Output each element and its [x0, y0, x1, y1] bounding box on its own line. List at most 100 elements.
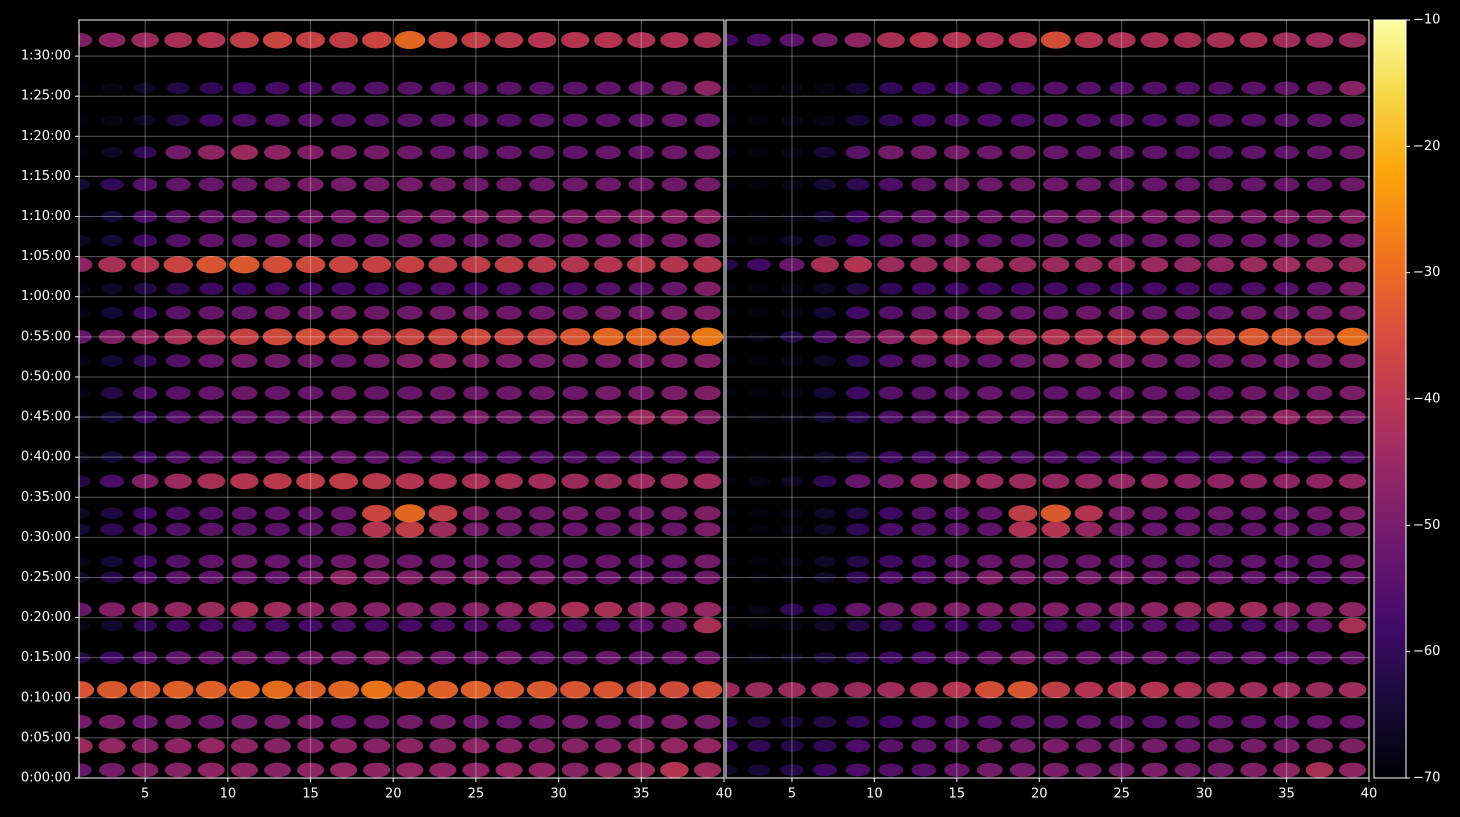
heat-cell [595, 233, 622, 248]
heat-cell [496, 145, 522, 160]
heat-cell [562, 506, 589, 521]
heat-cell [493, 680, 525, 699]
heat-cell [628, 113, 654, 127]
heat-cell [330, 450, 357, 464]
heat-cell [463, 554, 489, 569]
heat-cell [1010, 715, 1036, 729]
heat-cell [297, 353, 324, 368]
heat-cell [264, 506, 291, 521]
heat-cell [165, 209, 191, 224]
heat-cell [231, 570, 258, 585]
heat-cell [131, 32, 159, 48]
heat-cell [1175, 619, 1200, 632]
heat-cell [1075, 209, 1102, 224]
heat-cell [660, 602, 688, 617]
colorbar-tick-label: −60 [1413, 644, 1440, 659]
heat-cell [361, 504, 392, 522]
heat-cell [562, 233, 589, 248]
heat-cell [100, 307, 124, 319]
heat-cell [1274, 113, 1300, 127]
heat-cell [165, 570, 191, 585]
heat-cell [297, 762, 325, 778]
heat-cell [263, 473, 292, 490]
heat-cell [462, 762, 490, 778]
heat-cell [1174, 386, 1201, 400]
heat-cell [1140, 32, 1169, 48]
heat-cell [1075, 762, 1102, 777]
heat-cell [100, 523, 124, 536]
heat-cell [1306, 522, 1333, 537]
heat-cell [496, 177, 522, 192]
heat-cell [1240, 506, 1267, 521]
heat-cell [911, 570, 937, 584]
heat-cell [1141, 386, 1168, 400]
heat-cell [562, 282, 588, 296]
heat-cell [1241, 450, 1266, 464]
heat-cell [495, 410, 523, 425]
heat-cell [879, 114, 903, 127]
heat-cell [429, 177, 456, 192]
heat-cell [397, 113, 423, 127]
heat-cell [909, 32, 939, 49]
heat-cell [1240, 554, 1267, 569]
heat-cell [1109, 282, 1134, 295]
heat-cell [846, 354, 870, 367]
heat-cell [911, 739, 937, 753]
heat-cell [396, 353, 424, 369]
heat-cell [781, 556, 803, 567]
heat-cell [1240, 209, 1267, 224]
heat-cell [846, 411, 870, 424]
heat-cell [1107, 257, 1136, 273]
heat-cell [1141, 650, 1168, 665]
heat-cell [363, 145, 390, 160]
heat-cell [1174, 209, 1201, 224]
heat-cell [1207, 762, 1234, 777]
heat-cell [976, 602, 1004, 617]
heat-cell [944, 113, 970, 127]
heat-cell [1109, 233, 1135, 248]
heat-cell [977, 650, 1003, 665]
heat-cell [1338, 473, 1367, 489]
heat-cell [1304, 328, 1335, 346]
heat-cell [197, 601, 226, 618]
heat-cell [264, 209, 291, 224]
heat-cell [661, 353, 688, 368]
y-tick-label: 0:40:00 [21, 450, 71, 465]
heat-cell [132, 651, 158, 665]
heat-cell [494, 31, 524, 49]
heat-cell [1273, 738, 1300, 754]
heat-cell [1010, 282, 1035, 295]
heat-cell [977, 522, 1003, 537]
heat-cell [977, 386, 1003, 400]
heat-cell [133, 234, 158, 247]
heat-cell [297, 386, 324, 400]
heat-cell [395, 521, 425, 538]
heat-cell [726, 235, 737, 246]
heat-cell [1306, 715, 1333, 729]
heat-cell [781, 115, 803, 126]
heat-cell [1043, 715, 1069, 729]
heat-cell [1040, 504, 1071, 523]
heat-cell [942, 32, 971, 49]
heat-cell [1305, 762, 1334, 778]
heat-cell [1240, 738, 1267, 753]
heat-cell [462, 209, 490, 224]
heat-cell [527, 256, 557, 273]
heat-cell [661, 650, 688, 665]
heat-cell [1338, 32, 1367, 48]
heat-cell [1207, 177, 1234, 192]
heat-cell [262, 31, 293, 49]
heat-cell [626, 681, 657, 699]
heat-cell [397, 233, 423, 248]
heat-cell [1339, 353, 1366, 368]
heat-cell [328, 328, 359, 346]
heat-cell [1075, 554, 1102, 569]
heat-cell [628, 177, 655, 192]
heat-cell [1140, 257, 1169, 273]
heat-cell [1306, 618, 1333, 633]
heat-cell [1009, 209, 1036, 224]
heat-cell [1075, 386, 1102, 400]
heat-cell [1141, 353, 1168, 368]
heat-cell [264, 410, 291, 424]
heat-cell [1241, 282, 1266, 296]
